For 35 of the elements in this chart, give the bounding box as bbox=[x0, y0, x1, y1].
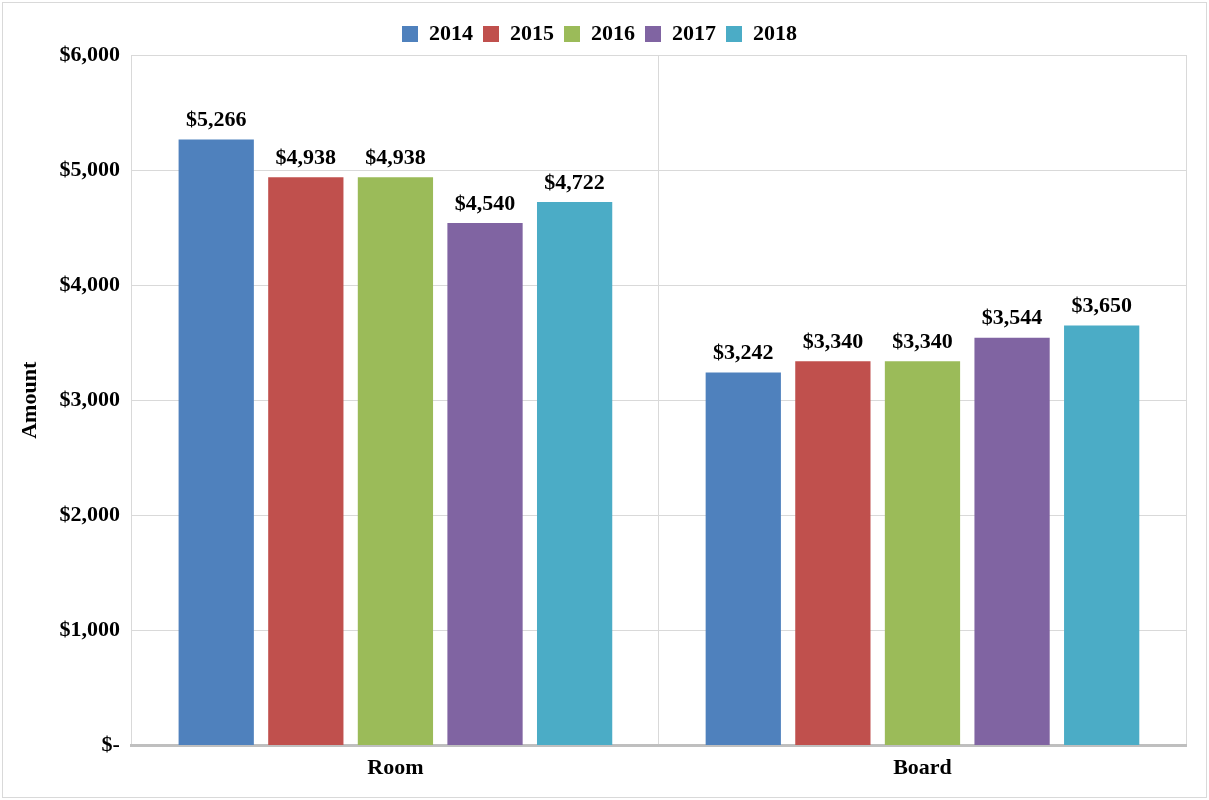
bar bbox=[884, 361, 961, 746]
data-label: $3,544 bbox=[981, 304, 1043, 330]
y-axis-title: Amount bbox=[15, 361, 41, 439]
y-tick-label: $6,000 bbox=[59, 40, 120, 66]
bar bbox=[178, 139, 254, 746]
legend-label: 2017 bbox=[672, 19, 716, 45]
bar bbox=[795, 361, 871, 746]
x-tick-label: Board bbox=[893, 754, 952, 780]
y-tick-label: $5,000 bbox=[59, 155, 120, 181]
data-label: $4,938 bbox=[275, 143, 337, 169]
legend-label: 2014 bbox=[429, 19, 473, 45]
bar bbox=[705, 372, 781, 746]
data-label: $4,540 bbox=[454, 189, 516, 215]
data-label: $5,266 bbox=[185, 106, 247, 132]
bar bbox=[1064, 325, 1140, 746]
legend-label: 2015 bbox=[510, 19, 554, 45]
bar bbox=[357, 177, 434, 746]
legend-label: 2018 bbox=[753, 19, 797, 45]
bar bbox=[974, 337, 1050, 746]
bar bbox=[536, 202, 613, 746]
data-label: $4,722 bbox=[544, 168, 605, 194]
data-label: $3,650 bbox=[1071, 292, 1132, 318]
data-label: $3,242 bbox=[713, 339, 774, 365]
bar bbox=[447, 223, 523, 746]
legend-label: 2016 bbox=[591, 19, 635, 45]
data-label: $3,340 bbox=[802, 327, 864, 353]
y-tick-label: $1,000 bbox=[59, 616, 120, 642]
y-tick-label: $3,000 bbox=[59, 385, 120, 411]
data-label: $3,340 bbox=[892, 327, 953, 353]
y-tick-label: $4,000 bbox=[59, 270, 120, 296]
bar bbox=[268, 177, 344, 746]
data-label: $4,938 bbox=[365, 143, 426, 169]
y-tick-label: $- bbox=[101, 731, 120, 757]
y-tick-label: $2,000 bbox=[59, 501, 120, 527]
x-tick-label: Room bbox=[367, 754, 424, 780]
